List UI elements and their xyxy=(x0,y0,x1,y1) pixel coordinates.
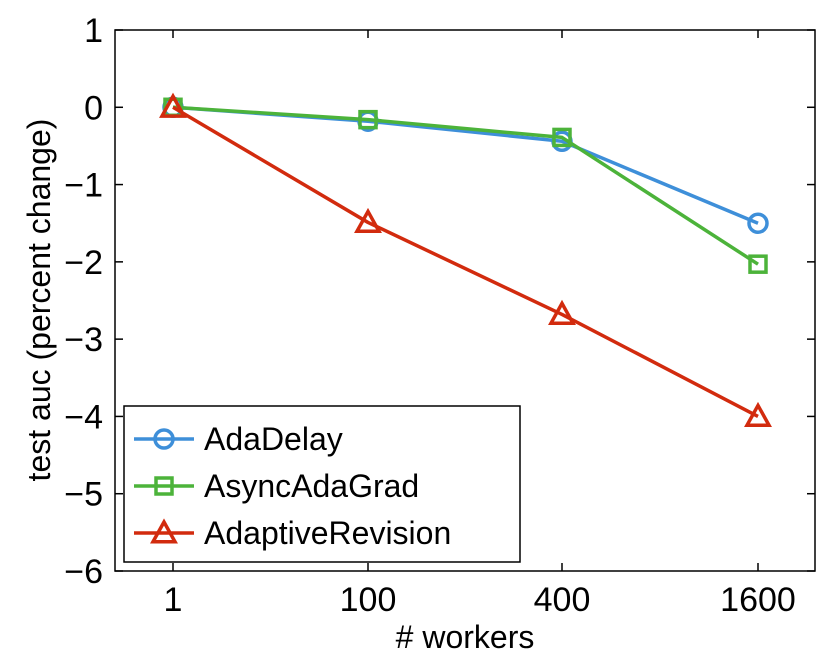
x-axis: 1 100 400 1600 xyxy=(164,30,796,619)
series-line xyxy=(172,105,759,266)
data-point xyxy=(358,109,378,130)
legend-label: AdaptiveRevision xyxy=(204,515,451,551)
x-tick-label: 100 xyxy=(340,581,397,619)
legend-label: AsyncAdaGrad xyxy=(204,468,419,504)
data-point xyxy=(548,299,576,325)
legend-box xyxy=(123,405,521,563)
legend: AdaDelay AsyncAdaGrad AdaptiveRevision xyxy=(123,405,521,563)
y-axis-label: test auc (percent change) xyxy=(21,119,57,482)
legend-item: AsyncAdaGrad xyxy=(134,468,419,504)
x-axis-label: # workers xyxy=(396,619,535,655)
legend-label: AdaDelay xyxy=(204,421,343,457)
y-tick-label: 0 xyxy=(84,89,103,127)
x-tick-label: 1 xyxy=(164,581,183,619)
data-point xyxy=(747,212,769,234)
y-tick-label: −3 xyxy=(64,321,103,359)
legend-marker xyxy=(154,476,174,496)
y-tick-label: −5 xyxy=(64,476,103,514)
data-point xyxy=(552,127,572,148)
y-tick-label: −6 xyxy=(64,553,103,591)
y-tick-label: −2 xyxy=(64,244,103,282)
series-line xyxy=(172,105,759,418)
legend-item: AdaDelay xyxy=(134,421,343,457)
x-tick-label: 1600 xyxy=(720,581,796,619)
data-point xyxy=(744,401,772,427)
data-point xyxy=(159,92,187,118)
y-tick-label: −4 xyxy=(64,398,103,436)
y-tick-label: −1 xyxy=(64,167,103,205)
y-axis: 1 0 −1 −2 −3 −4 −5 −6 xyxy=(64,12,815,591)
legend-marker xyxy=(153,428,175,450)
series-lines xyxy=(159,92,772,427)
data-point xyxy=(748,254,768,274)
data-point xyxy=(354,207,382,233)
series-AdaptiveRevision xyxy=(159,92,772,427)
x-tick-label: 400 xyxy=(534,581,591,619)
legend-item: AdaptiveRevision xyxy=(134,515,451,551)
y-tick-label: 1 xyxy=(84,12,103,50)
legend-marker xyxy=(150,518,178,544)
